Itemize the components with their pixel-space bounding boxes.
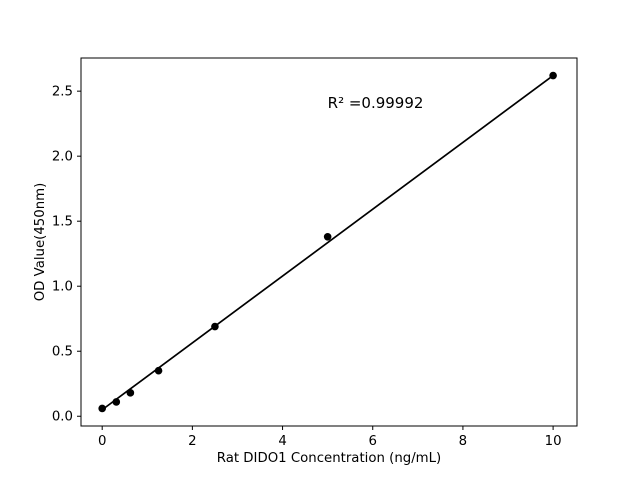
y-tick-label: 2.0 bbox=[52, 150, 73, 165]
data-point-marker bbox=[98, 404, 106, 413]
x-tick-label: 2 bbox=[188, 434, 196, 449]
x-tick-label: 6 bbox=[369, 434, 377, 449]
y-tick-label: 1.0 bbox=[52, 280, 73, 295]
r-squared-annotation: R² =0.99992 bbox=[328, 94, 424, 112]
data-point-marker bbox=[112, 398, 121, 406]
x-tick-label: 10 bbox=[545, 434, 562, 449]
y-axis-label: OD Value(450nm) bbox=[33, 183, 48, 302]
y-tick-label: 0.5 bbox=[52, 345, 73, 360]
plot-area bbox=[98, 71, 557, 413]
data-point-marker bbox=[126, 389, 135, 397]
x-tick-label: 8 bbox=[459, 434, 467, 449]
data-point-marker bbox=[549, 71, 557, 80]
y-tick-label: 1.5 bbox=[52, 215, 73, 230]
axis-ticks: 0 2 4 6 8 10 0.0 0.5 1.0 1.5 2.0 2.5 bbox=[52, 85, 562, 449]
x-tick-label: 4 bbox=[278, 434, 286, 449]
x-axis-label: Rat DIDO1 Concentration (ng/mL) bbox=[217, 451, 441, 466]
data-point-marker bbox=[154, 366, 163, 375]
data-point-marker bbox=[323, 232, 332, 241]
data-point-marker bbox=[211, 322, 219, 331]
fit-line bbox=[101, 74, 554, 411]
y-tick-label: 0.0 bbox=[52, 410, 73, 425]
y-tick-label: 2.5 bbox=[52, 85, 73, 100]
x-tick-label: 0 bbox=[98, 434, 106, 449]
plot-frame bbox=[80, 57, 578, 427]
